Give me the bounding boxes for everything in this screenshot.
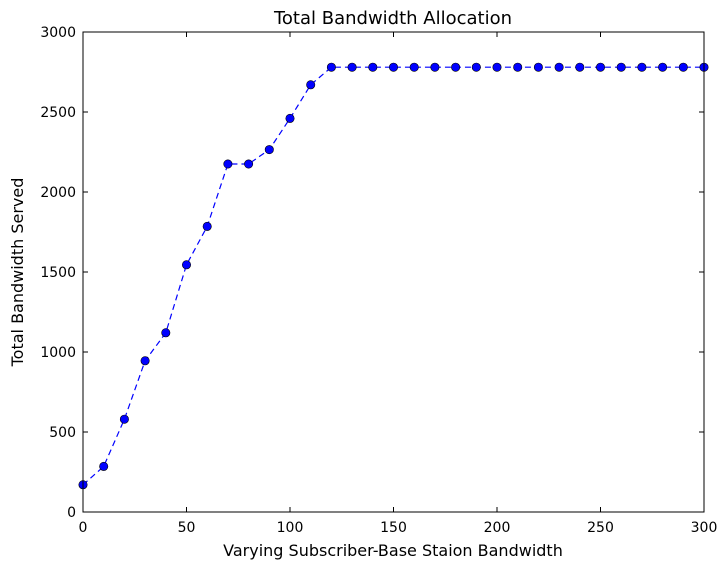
data-point — [678, 62, 688, 72]
y-axis-label: Total Bandwidth Served — [8, 178, 27, 368]
data-point — [637, 62, 647, 72]
x-tick-label: 100 — [277, 520, 304, 536]
data-point — [513, 62, 523, 72]
data-point — [99, 461, 109, 471]
data-point — [471, 62, 481, 72]
data-point — [616, 62, 626, 72]
data-point — [326, 62, 336, 72]
data-point — [264, 145, 274, 155]
data-point — [554, 62, 564, 72]
data-point — [368, 62, 378, 72]
data-point — [285, 113, 295, 123]
x-tick-label: 200 — [484, 520, 511, 536]
x-tick-label: 300 — [691, 520, 718, 536]
y-tick-label: 1000 — [40, 345, 76, 361]
x-tick-label: 50 — [178, 520, 196, 536]
data-point — [492, 62, 502, 72]
x-axis-label: Varying Subscriber-Base Staion Bandwidth — [223, 541, 563, 560]
plot-area — [78, 62, 709, 490]
y-tick-label: 1500 — [40, 265, 76, 281]
series-line — [82, 66, 704, 486]
data-point — [306, 80, 316, 90]
data-point — [202, 221, 212, 231]
data-point — [244, 159, 254, 169]
x-tick-label: 0 — [79, 520, 88, 536]
y-tick-label: 2500 — [40, 105, 76, 121]
axis-ticks: 0 50 100 150 200 250 3000500100015002000250030… — [40, 25, 717, 536]
data-point — [533, 62, 543, 72]
data-point — [182, 260, 192, 270]
data-point — [119, 414, 129, 424]
data-point — [223, 159, 233, 169]
y-tick-label: 2000 — [40, 185, 76, 201]
plot-frame — [82, 31, 705, 513]
data-point — [430, 62, 440, 72]
data-point — [595, 62, 605, 72]
data-point — [140, 356, 150, 366]
data-point — [658, 62, 668, 72]
data-point — [451, 62, 461, 72]
chart-title: Total Bandwidth Allocation — [273, 8, 512, 29]
x-tick-label: 250 — [587, 520, 614, 536]
data-point — [575, 62, 585, 72]
data-point — [388, 62, 398, 72]
y-tick-label: 0 — [67, 505, 76, 521]
y-tick-label: 500 — [49, 425, 76, 441]
data-point — [161, 328, 171, 338]
data-point — [347, 62, 357, 72]
y-tick-label: 3000 — [40, 25, 76, 41]
x-tick-label: 150 — [380, 520, 407, 536]
data-point — [409, 62, 419, 72]
